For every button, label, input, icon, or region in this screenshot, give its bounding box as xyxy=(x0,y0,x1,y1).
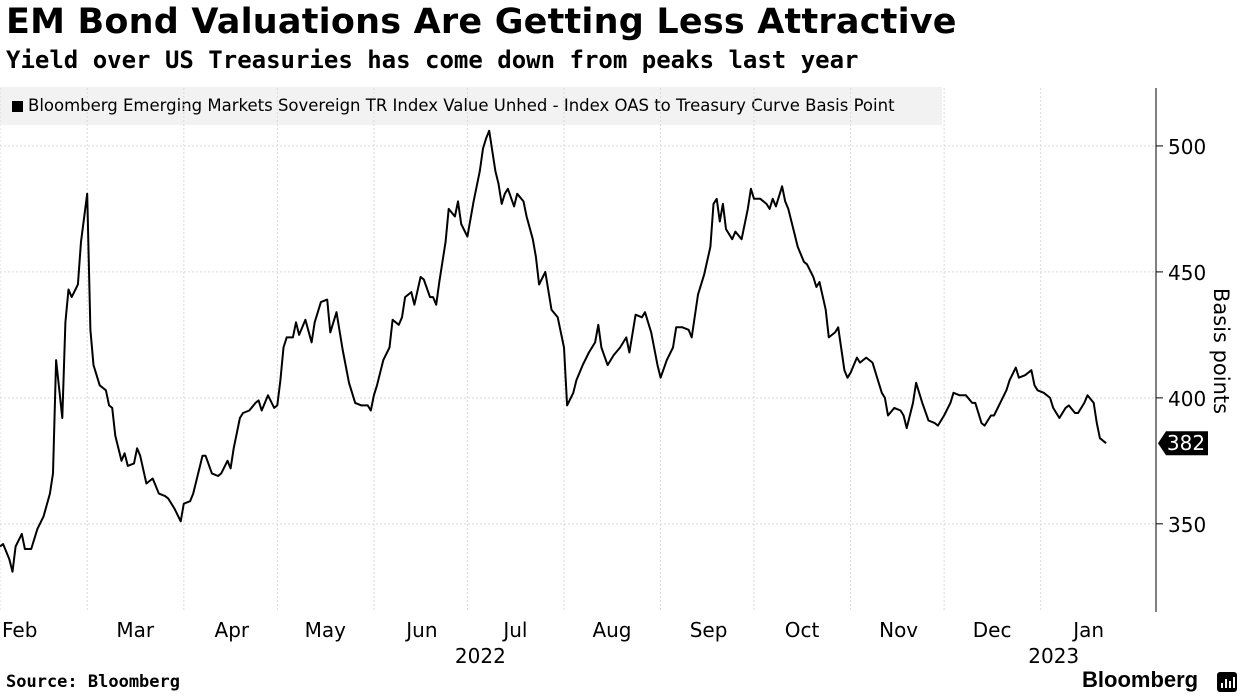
x-tick-label: Aug xyxy=(592,618,631,642)
y-tick-label: 350 xyxy=(1168,513,1206,537)
x-tick-label: Jul xyxy=(501,618,527,642)
series-line xyxy=(0,129,1107,573)
y-axis: 350 400 450 500 xyxy=(1155,88,1206,612)
x-tick-label: Apr xyxy=(215,618,250,642)
x-tick-label: Jan xyxy=(1071,618,1104,642)
chart-subtitle: Yield over US Treasuries has come down f… xyxy=(6,46,859,74)
source-note: Source: Bloomberg xyxy=(6,672,180,692)
y-tick-label: 500 xyxy=(1168,135,1206,159)
x-year-label: 2023 xyxy=(1028,644,1079,668)
chart-title: EM Bond Valuations Are Getting Less Attr… xyxy=(6,2,957,42)
bar-chart-icon xyxy=(1217,672,1237,692)
last-value-label: 382 xyxy=(1167,431,1205,455)
x-tick-label: Oct xyxy=(785,618,820,642)
last-value-group: 382 xyxy=(1158,431,1208,456)
legend-label: Bloomberg Emerging Markets Sovereign TR … xyxy=(28,96,895,115)
gridlines xyxy=(0,88,1156,612)
x-axis: Feb Mar Apr May Jun Jul Aug Sep Oct Nov Dec Jan 2022… xyxy=(2,618,1104,668)
brand-logo-text: Bloomberg xyxy=(1082,667,1199,692)
y-axis-label: Basis points xyxy=(1209,288,1233,414)
x-tick-label: May xyxy=(305,618,347,642)
last-value-badge xyxy=(1158,431,1208,456)
y-tick-label: 450 xyxy=(1168,261,1206,285)
legend-swatch xyxy=(12,101,23,112)
legend: Bloomberg Emerging Markets Sovereign TR … xyxy=(0,87,942,125)
y-tick-label: 400 xyxy=(1168,387,1206,411)
series-group xyxy=(0,129,1107,573)
x-tick-label: Dec xyxy=(973,618,1012,642)
x-tick-label: Jun xyxy=(404,618,437,642)
x-tick-label: Nov xyxy=(879,618,918,642)
x-tick-label: Sep xyxy=(690,618,728,642)
x-tick-label: Mar xyxy=(116,618,155,642)
x-tick-label: Feb xyxy=(2,618,37,642)
x-year-label: 2022 xyxy=(455,644,506,668)
